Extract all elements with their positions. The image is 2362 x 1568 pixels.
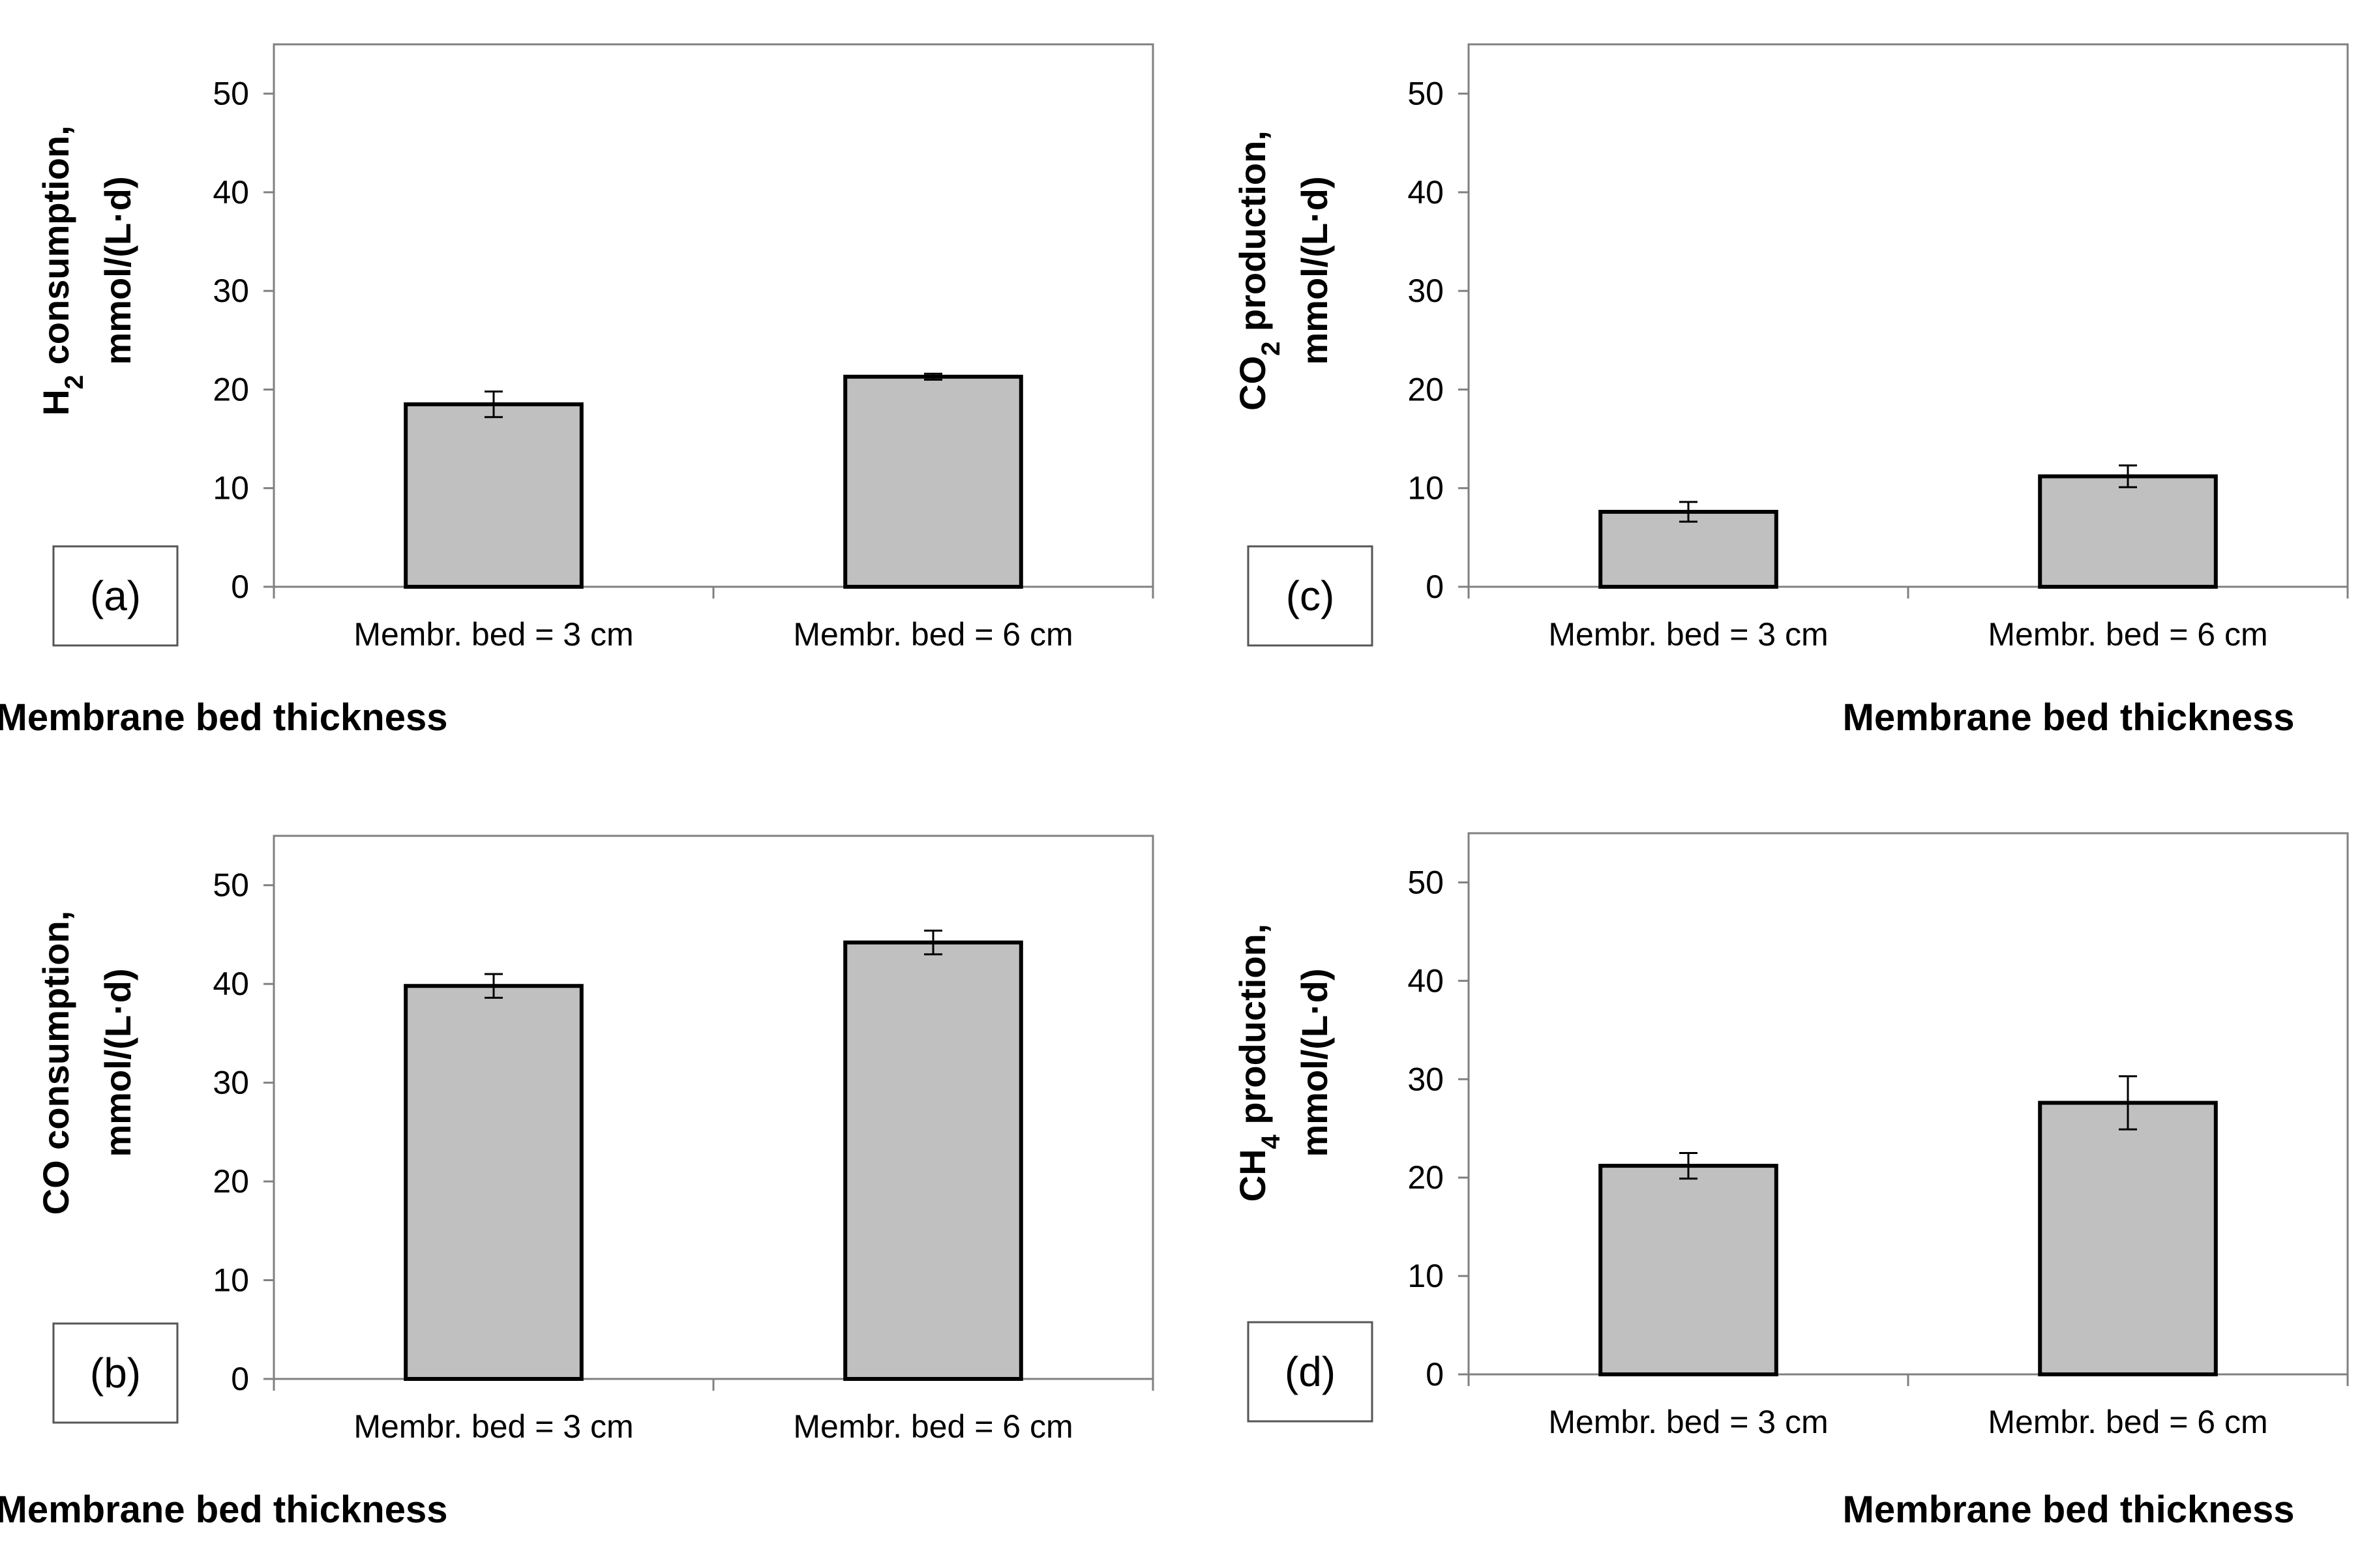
y-axis-title-line1: CO2 production, <box>1232 130 1285 411</box>
y-tick-label: 0 <box>1426 1356 1444 1393</box>
y-tick-label: 10 <box>1407 470 1444 507</box>
y-tick-label: 0 <box>231 569 249 605</box>
category-label: Membr. bed = 6 cm <box>1988 616 2267 653</box>
y-axis-title-line2: mmol/(L·d) <box>1294 968 1335 1157</box>
y-axis-title-line2: mmol/(L·d) <box>97 968 138 1157</box>
category-label: Membr. bed = 6 cm <box>793 1408 1073 1445</box>
y-tick-label: 0 <box>231 1361 249 1397</box>
chart-panel-4: 0 10 20 30 40 50 Membr. bed = 3 cm Membr. bed =… <box>1232 832 2349 1531</box>
chart-panel-1: 0 10 20 30 40 50 Membr. bed = 3 cm Membr. bed =… <box>0 43 1154 739</box>
y-tick-label: 10 <box>1407 1258 1444 1294</box>
panel-tag-box <box>1247 1321 1373 1423</box>
y-tick-label: 50 <box>213 867 249 904</box>
bar <box>843 940 1023 1381</box>
y-tick-label: 50 <box>213 76 249 112</box>
bar <box>2038 474 2218 589</box>
bar <box>1598 510 1778 589</box>
y-tick-label: 50 <box>1407 76 1444 112</box>
category-label: Membr. bed = 6 cm <box>1988 1404 2267 1440</box>
y-tick-label: 50 <box>1407 864 1444 900</box>
x-axis-title: Membrane bed thickness <box>0 696 448 739</box>
panel-tag-label: (c) <box>1286 572 1335 619</box>
y-tick-label: 10 <box>213 470 249 507</box>
y-tick-label: 40 <box>1407 962 1444 999</box>
y-axis-title-line2: mmol/(L·d) <box>1294 176 1335 364</box>
bar <box>404 984 584 1381</box>
bar <box>843 374 1023 589</box>
y-tick-label: 30 <box>1407 273 1444 309</box>
panel-tag-label: (b) <box>90 1350 141 1397</box>
y-tick-label: 20 <box>213 371 249 407</box>
y-axis-title-line1: H2 consumption, <box>35 125 89 415</box>
panel-tag-box <box>1247 545 1373 647</box>
y-axis-title-line1: CO consumption, <box>35 911 76 1215</box>
category-label: Membr. bed = 6 cm <box>793 616 1073 653</box>
y-tick-label: 30 <box>213 273 249 309</box>
y-axis-title-line2: mmol/(L·d) <box>97 176 138 364</box>
y-tick-label: 20 <box>1407 1159 1444 1196</box>
category-label: Membr. bed = 3 cm <box>1548 1404 1828 1440</box>
chart-panel-2: 0 10 20 30 40 50 Membr. bed = 3 cm Membr. bed =… <box>0 835 1154 1531</box>
y-tick-label: 30 <box>213 1065 249 1101</box>
panel-tag-box <box>52 545 179 647</box>
y-tick-label: 0 <box>1426 569 1444 605</box>
panel-tag-label: (d) <box>1285 1348 1336 1395</box>
y-tick-label: 20 <box>213 1163 249 1200</box>
x-axis-title: Membrane bed thickness <box>0 1488 448 1531</box>
y-tick-label: 30 <box>1407 1061 1444 1097</box>
panel-tag-label: (a) <box>90 572 141 619</box>
bar <box>1598 1164 1778 1377</box>
bar <box>404 402 584 589</box>
y-tick-label: 40 <box>1407 174 1444 211</box>
x-axis-title: Membrane bed thickness <box>1843 1488 2295 1531</box>
y-tick-label: 40 <box>213 174 249 211</box>
chart-panel-3: 0 10 20 30 40 50 Membr. bed = 3 cm Membr. bed =… <box>1232 43 2349 739</box>
category-label: Membr. bed = 3 cm <box>353 616 633 653</box>
y-tick-label: 10 <box>213 1262 249 1299</box>
bar <box>2038 1101 2218 1377</box>
category-label: Membr. bed = 3 cm <box>353 1408 633 1445</box>
x-axis-title: Membrane bed thickness <box>1843 696 2295 739</box>
category-label: Membr. bed = 3 cm <box>1548 616 1828 653</box>
y-axis-title-line1: CH4 production, <box>1232 924 1285 1202</box>
y-tick-label: 20 <box>1407 371 1444 407</box>
y-tick-label: 40 <box>213 966 249 1002</box>
panel-tag-box <box>52 1322 179 1424</box>
